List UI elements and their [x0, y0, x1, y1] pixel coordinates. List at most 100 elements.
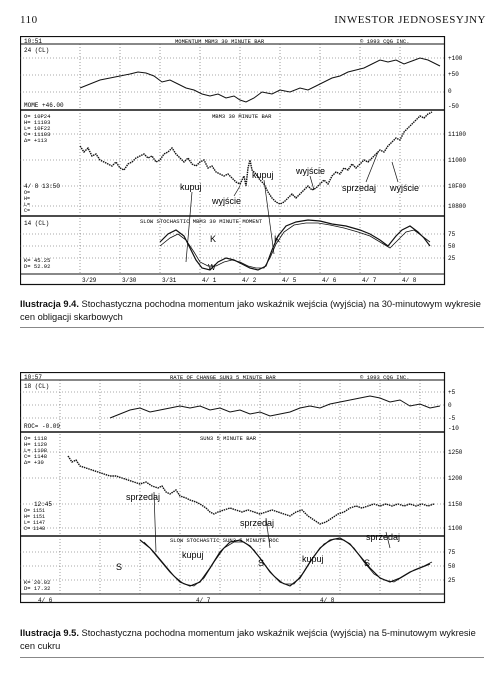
- annotation-s-3: S: [364, 558, 370, 568]
- figure-9-5-chart: 10:57 RATE OF CHANGE SUN3 5 MINUTE BAR ©…: [20, 372, 484, 604]
- annotation-sprzedaj-3: sprzedaj: [366, 532, 400, 542]
- price-side-l: L=: [24, 202, 30, 208]
- svg-text:3/30: 3/30: [122, 277, 137, 284]
- annotation-s-2: S: [258, 558, 264, 568]
- annotation-kupuj-2: kupuj: [252, 170, 274, 180]
- price-bars: [67, 455, 435, 525]
- svg-text:0: 0: [448, 88, 452, 95]
- figure-9-5-caption: Ilustracja 9.5. Stochastyczna pochodna m…: [20, 627, 490, 652]
- divider: [20, 327, 484, 328]
- momentum-readout: MOME +46.00: [24, 102, 64, 109]
- price-readout-l: L= 10F22: [24, 125, 50, 132]
- svg-text:1150: 1150: [448, 501, 463, 508]
- figure-9-4-chart: 10:51 MOMENTUM MBM3 30 MINUTE BAR © 1993…: [20, 36, 484, 286]
- svg-text:3/29: 3/29: [82, 277, 97, 284]
- top-bar-time: 10:57: [24, 374, 42, 381]
- price-side-l: L= 1147: [24, 520, 45, 526]
- svg-text:75: 75: [448, 231, 456, 238]
- svg-text:-50: -50: [448, 103, 459, 110]
- svg-text:+5: +5: [448, 389, 456, 396]
- annotation-wyjscie-3: wyjście: [389, 183, 419, 193]
- stoch-readout-d: D= 52.92: [24, 263, 50, 270]
- stoch-readout-k: K= 45.25: [24, 257, 50, 264]
- svg-text:4/ 7: 4/ 7: [196, 597, 211, 604]
- stoch-title: SLOW STOCHASTIC SUN3 5 MINUTE ROC: [170, 537, 280, 544]
- svg-text:50: 50: [448, 563, 456, 570]
- chart-frame: [20, 372, 446, 604]
- price-side-o: O= 1151: [24, 508, 45, 514]
- caption-text: Stochastyczna pochodna momentum jako wsk…: [20, 628, 476, 651]
- annotation-kupuj-1: kupuj: [180, 182, 202, 192]
- annotation-wyjscie-1: wyjście: [211, 196, 241, 206]
- price-side-h: H= 1151: [24, 514, 45, 520]
- stoch-readout-k: K= 20.02: [24, 579, 50, 586]
- price-readout-delta: Δ= +30: [24, 459, 44, 466]
- annotation-kupuj-1: kupuj: [182, 550, 204, 560]
- svg-text:4/ 2: 4/ 2: [242, 277, 257, 284]
- stoch-d-line: [159, 222, 431, 269]
- svg-text:10800: 10800: [448, 203, 466, 210]
- svg-text:4/ 8: 4/ 8: [402, 277, 417, 284]
- svg-text:0: 0: [448, 402, 452, 409]
- momentum-line: [79, 57, 441, 103]
- stoch-readout-d: D= 17.32: [24, 585, 50, 592]
- date-axis: 3/29 3/30 3/31 4/ 1 4/ 2 4/ 5 4/ 6 4/ 7 …: [82, 277, 417, 284]
- svg-text:10F00: 10F00: [448, 183, 466, 190]
- svg-text:4/ 6: 4/ 6: [322, 277, 337, 284]
- svg-text:1250: 1250: [448, 449, 463, 456]
- date-axis: 4/ 6 4/ 7 4/ 8: [38, 597, 335, 604]
- right-axis: +100 +50 0 -50 11100 11000 10F00 10800 7…: [448, 55, 466, 262]
- price-readout-delta: Δ= +113: [24, 137, 47, 144]
- roc-line: [109, 395, 441, 419]
- price-readout-o: O= 1118: [24, 435, 47, 442]
- svg-text:+50: +50: [448, 71, 459, 78]
- caption-label: Ilustracja 9.5.: [20, 628, 79, 638]
- svg-text:4/ 5: 4/ 5: [282, 277, 297, 284]
- right-axis: +5 0 -5 -10 1250 1200 1150 1100 75 50 25: [448, 389, 463, 584]
- top-bar-time: 10:51: [24, 38, 42, 45]
- svg-text:4/ 7: 4/ 7: [362, 277, 377, 284]
- svg-text:25: 25: [448, 577, 456, 584]
- annotation-wyjscie-2: wyjście: [295, 166, 325, 176]
- stoch-k-line: [159, 219, 431, 271]
- momentum-label: 24 (CL): [24, 47, 49, 54]
- price-side-c: C=: [24, 208, 30, 214]
- svg-text:-10: -10: [448, 425, 459, 432]
- running-head: INWESTOR JEDNOSESYJNY: [334, 14, 486, 26]
- svg-text:75: 75: [448, 549, 456, 556]
- annotation-sprzedaj-1: sprzedaj: [342, 183, 376, 193]
- price-side-h: H=: [24, 196, 30, 202]
- annotation-sprzedaj-1: sprzedaj: [126, 492, 160, 502]
- annotation-s-1: S: [116, 562, 122, 572]
- price-readout-c: C= 11103: [24, 131, 50, 138]
- svg-text:50: 50: [448, 243, 456, 250]
- svg-text:3/31: 3/31: [162, 277, 177, 284]
- svg-text:4/ 1: 4/ 1: [202, 277, 217, 284]
- price-stamp: 12:45: [34, 501, 52, 508]
- roc-label: 18 (CL): [24, 383, 49, 390]
- svg-text:25: 25: [448, 255, 456, 262]
- price-panel-title: SUN3 5 MINUTE BAR: [200, 435, 257, 442]
- annotation-kupuj-2: kupuj: [302, 554, 324, 564]
- stoch-title: SLOW STOCHASTIC MBM3 30 MINUTE MOMENT: [140, 218, 263, 225]
- svg-text:1200: 1200: [448, 475, 463, 482]
- price-readout-h: H= 1120: [24, 441, 47, 448]
- price-stamp: 4/ 8 13:50: [24, 183, 60, 190]
- svg-text:11000: 11000: [448, 157, 466, 164]
- caption-text: Stochastyczna pochodna momentum jako wsk…: [20, 299, 481, 322]
- price-side-c: C= 1148: [24, 526, 45, 532]
- svg-text:4/ 6: 4/ 6: [38, 597, 53, 604]
- top-bar-copyright: © 1993 CQG INC.: [360, 374, 410, 381]
- svg-text:11100: 11100: [448, 131, 466, 138]
- figure-9-4-caption: Ilustracja 9.4. Stochastyczna pochodna m…: [20, 298, 490, 323]
- svg-text:1100: 1100: [448, 525, 463, 532]
- caption-label: Ilustracja 9.4.: [20, 299, 79, 309]
- annotation-k-2: K: [274, 234, 280, 244]
- top-bar-title: MOMENTUM MBM3 30 MINUTE BAR: [175, 38, 265, 45]
- price-side-o: O=: [24, 190, 30, 196]
- annotation-w: W: [208, 263, 216, 272]
- annotation-sprzedaj-2: sprzedaj: [240, 518, 274, 528]
- price-readout-h: H= 11103: [24, 119, 50, 126]
- svg-text:4/ 8: 4/ 8: [320, 597, 335, 604]
- annotation-k-1: K: [210, 234, 216, 244]
